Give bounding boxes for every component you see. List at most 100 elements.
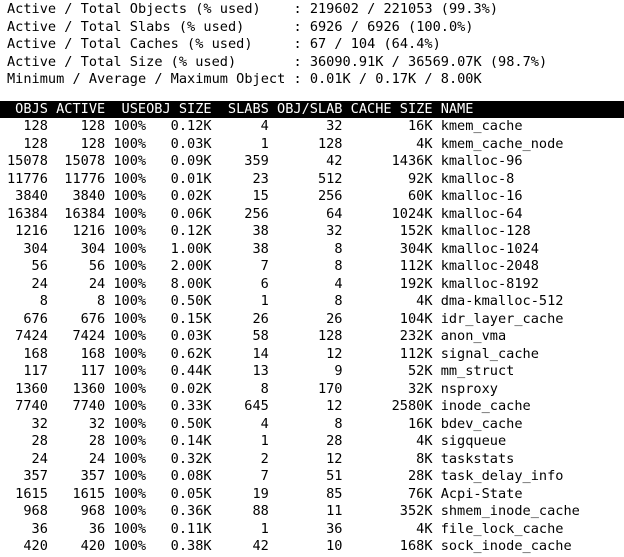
cell-objs: 676 <box>23 310 48 327</box>
summary-label: Active / Total Caches (% used) <box>7 36 253 52</box>
cell-use: 100% <box>113 468 147 484</box>
cell-obj-slab: 4 <box>334 275 343 292</box>
cell-slabs: 38 <box>252 223 269 239</box>
cell-active: 117 <box>80 363 106 379</box>
table-row: 24 24 100% 0.32K 2 12 8K taskstats <box>0 451 624 469</box>
cell-name: mm_struct <box>440 363 515 379</box>
summary-line-object-sizes: Minimum / Average / Maximum Object: 0.01… <box>7 71 624 89</box>
cell-cache-size: 2580K <box>391 398 433 414</box>
cell-active: 24 <box>88 450 106 467</box>
summary-line-size: Active / Total Size (% used): 36090.91K … <box>7 54 624 72</box>
cell-obj-size: 0.14K <box>170 433 212 449</box>
cell-use: 100% <box>113 520 147 537</box>
cell-active: 7424 <box>72 328 106 344</box>
cell-obj-size: 2.00K <box>170 258 212 274</box>
cell-cache-size: 60K <box>407 188 433 204</box>
summary-value: 36090.91K / 36569.07K (98.7%) <box>309 53 548 70</box>
cell-slabs: 8 <box>260 380 269 397</box>
cell-use: 100% <box>113 170 147 187</box>
cell-use: 100% <box>113 293 147 309</box>
cell-cache-size: 1436K <box>391 153 433 169</box>
summary-label: Active / Total Size (% used) <box>7 53 237 70</box>
table-row: 15078 15078 100% 0.09K 359 42 1436K kmal… <box>0 153 624 171</box>
cell-use: 100% <box>113 223 147 239</box>
cell-cache-size: 352K <box>399 503 433 519</box>
cell-obj-slab: 11 <box>326 503 343 519</box>
cell-cache-size: 104K <box>399 310 433 327</box>
cell-slabs: 26 <box>252 310 269 327</box>
col-header-use: USE <box>121 100 147 117</box>
cell-obj-size: 0.11K <box>170 520 212 537</box>
cell-active: 24 <box>88 275 106 292</box>
cell-objs: 420 <box>23 538 48 554</box>
summary-colon: : <box>293 1 310 17</box>
cell-objs: 3840 <box>15 188 48 204</box>
cell-active: 28 <box>88 433 106 449</box>
cell-use: 100% <box>113 240 147 257</box>
cell-obj-size: 1.00K <box>170 240 212 257</box>
summary-label: Active / Total Slabs (% used) <box>7 18 245 35</box>
cell-obj-size: 0.06K <box>170 205 212 222</box>
cell-name: signal_cache <box>440 345 539 362</box>
blank-line <box>0 89 624 101</box>
cell-obj-slab: 8 <box>334 293 343 309</box>
cell-obj-size: 0.38K <box>170 538 212 554</box>
cell-cache-size: 232K <box>399 328 433 344</box>
cell-use: 100% <box>113 135 147 152</box>
cell-objs: 128 <box>23 118 48 134</box>
cell-obj-slab: 28 <box>326 433 343 449</box>
cell-active: 36 <box>88 520 106 537</box>
cell-slabs: 7 <box>260 468 269 484</box>
cell-name: taskstats <box>440 450 515 467</box>
cell-cache-size: 16K <box>407 415 433 432</box>
cell-obj-slab: 51 <box>326 468 343 484</box>
table-row: 8 8 100% 0.50K 1 8 4K dma-kmalloc-512 <box>0 293 624 311</box>
cell-objs: 16384 <box>7 205 48 222</box>
cell-use: 100% <box>113 153 147 169</box>
cell-active: 1615 <box>72 485 106 502</box>
cell-name: idr_layer_cache <box>440 310 564 327</box>
cell-obj-size: 0.32K <box>170 450 212 467</box>
cell-active: 357 <box>80 468 106 484</box>
cell-active: 304 <box>80 240 106 257</box>
table-row: 7740 7740 100% 0.33K 645 12 2580K inode_… <box>0 398 624 416</box>
cell-obj-slab: 26 <box>326 310 343 327</box>
table-row: 3840 3840 100% 0.02K 15 256 60K kmalloc-… <box>0 188 624 206</box>
col-header-name: NAME <box>440 100 474 117</box>
cell-obj-slab: 512 <box>317 170 343 187</box>
table-row: 357 357 100% 0.08K 7 51 28K task_delay_i… <box>0 468 624 486</box>
cell-cache-size: 152K <box>399 223 433 239</box>
cell-obj-size: 0.15K <box>170 310 212 327</box>
cell-slabs: 15 <box>252 188 269 204</box>
cell-name: task_delay_info <box>440 468 564 484</box>
summary-colon: : <box>293 36 310 52</box>
cell-cache-size: 16K <box>407 118 433 134</box>
cell-slabs: 1 <box>260 520 269 537</box>
cell-cache-size: 92K <box>407 170 433 187</box>
cell-slabs: 42 <box>252 538 269 554</box>
cell-active: 1216 <box>72 223 106 239</box>
table-row: 1216 1216 100% 0.12K 38 32 152K kmalloc-… <box>0 223 624 241</box>
cell-use: 100% <box>113 415 147 432</box>
cell-objs: 28 <box>31 433 48 449</box>
cell-active: 15078 <box>64 153 106 169</box>
cell-slabs: 645 <box>244 398 269 414</box>
cell-cache-size: 32K <box>407 380 433 397</box>
cell-active: 8 <box>97 293 106 309</box>
cell-obj-slab: 12 <box>326 345 343 362</box>
cell-active: 420 <box>80 538 106 554</box>
cell-obj-slab: 9 <box>334 363 343 379</box>
cell-name: kmem_cache_node <box>440 135 564 152</box>
cell-name: kmalloc-96 <box>440 153 523 169</box>
table-body: 128 128 100% 0.12K 4 32 16K kmem_cache 1… <box>0 118 624 556</box>
cell-name: kmalloc-1024 <box>440 240 539 257</box>
cell-obj-slab: 8 <box>334 258 343 274</box>
table-row: 304 304 100% 1.00K 38 8 304K kmalloc-102… <box>0 241 624 259</box>
cell-use: 100% <box>113 188 147 204</box>
table-row: 128 128 100% 0.12K 4 32 16K kmem_cache <box>0 118 624 136</box>
cell-name: kmalloc-2048 <box>440 258 539 274</box>
cell-use: 100% <box>113 258 147 274</box>
cell-cache-size: 4K <box>416 135 433 152</box>
cell-slabs: 38 <box>252 240 269 257</box>
cell-obj-size: 0.02K <box>170 188 212 204</box>
